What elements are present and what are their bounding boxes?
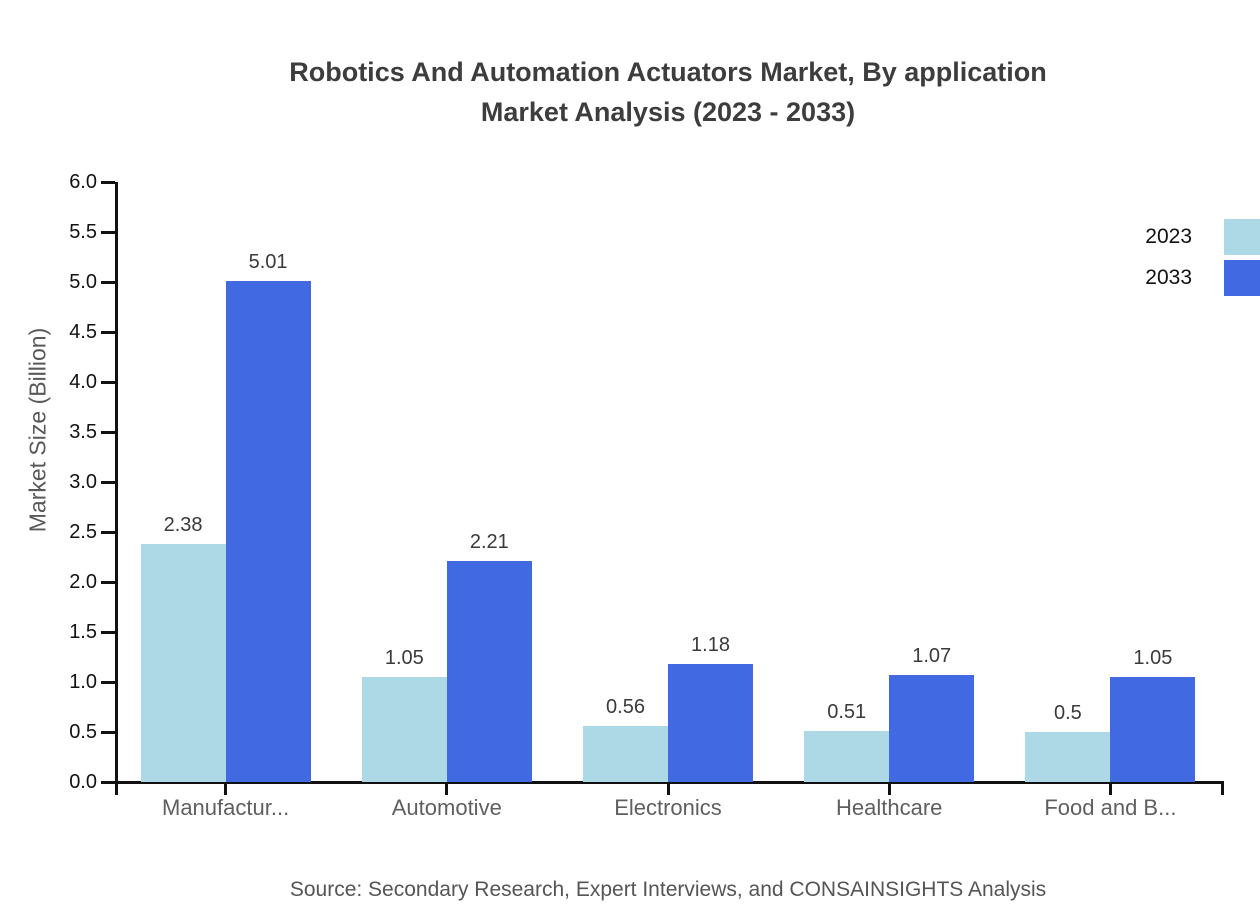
bar-value-label: 1.18 bbox=[691, 634, 730, 656]
source-note: Source: Secondary Research, Expert Inter… bbox=[289, 878, 1047, 901]
y-tick bbox=[101, 231, 115, 234]
y-tick bbox=[101, 281, 115, 284]
x-category-label: Food and B... bbox=[1044, 795, 1177, 820]
y-tick bbox=[101, 631, 115, 634]
x-category-label: Manufactur... bbox=[162, 795, 290, 820]
y-tick-label: 1.0 bbox=[69, 671, 97, 693]
bar-value-label: 5.01 bbox=[248, 251, 288, 273]
bar-2033 bbox=[889, 675, 975, 782]
y-tick bbox=[101, 481, 115, 484]
x-tick bbox=[224, 782, 228, 795]
bar-2033 bbox=[446, 561, 532, 782]
y-tick bbox=[101, 781, 115, 784]
x-category-label: Electronics bbox=[614, 795, 722, 820]
y-tick-label: 3.0 bbox=[69, 471, 97, 493]
bar-value-label: 0.56 bbox=[606, 696, 645, 718]
chart-title-line2: Market Analysis (2023 - 2033) bbox=[480, 97, 856, 127]
y-tick-label: 3.5 bbox=[69, 421, 97, 443]
x-axis-line bbox=[115, 781, 1224, 784]
y-tick-label: 2.0 bbox=[69, 571, 97, 593]
legend-swatch-2023-icon bbox=[1224, 219, 1260, 255]
x-category-label: Automotive bbox=[391, 795, 502, 820]
y-tick bbox=[101, 181, 115, 184]
y-tick bbox=[101, 531, 115, 534]
bar-2033 bbox=[225, 281, 311, 782]
y-tick-label: 2.5 bbox=[69, 521, 97, 543]
y-tick-label: 6.0 bbox=[69, 171, 97, 193]
bar-2033 bbox=[668, 664, 753, 782]
bar-value-label: 0.51 bbox=[827, 701, 867, 723]
x-tick bbox=[1108, 782, 1112, 795]
y-tick bbox=[101, 731, 115, 734]
legend-label-2023: 2023 bbox=[1145, 225, 1192, 248]
y-tick-label: 1.5 bbox=[69, 621, 97, 643]
y-tick-label: 5.0 bbox=[69, 271, 97, 293]
bar-2023 bbox=[361, 677, 447, 782]
bar-2023 bbox=[583, 726, 668, 782]
bar-2033 bbox=[1110, 677, 1196, 782]
chart-title-line1: Robotics And Automation Actuators Market… bbox=[289, 57, 1047, 87]
bar-value-label: 1.05 bbox=[384, 647, 424, 669]
y-tick-label: 4.0 bbox=[69, 371, 97, 393]
bar-value-label: 0.5 bbox=[1053, 702, 1082, 724]
x-tick bbox=[445, 782, 449, 795]
y-tick-label: 0.5 bbox=[69, 721, 97, 743]
y-tick-label: 4.5 bbox=[69, 321, 97, 343]
chart-title: Robotics And Automation Actuators Market… bbox=[115, 52, 1221, 132]
bar-value-label: 1.05 bbox=[1133, 647, 1173, 669]
bar-value-label: 2.38 bbox=[163, 514, 203, 536]
y-tick-label: 0.0 bbox=[69, 771, 97, 793]
legend-label-2033: 2033 bbox=[1145, 266, 1192, 289]
bar-2023 bbox=[1025, 732, 1111, 782]
y-tick bbox=[101, 331, 115, 334]
y-tick bbox=[101, 431, 115, 434]
y-tick bbox=[101, 381, 115, 384]
y-tick bbox=[101, 681, 115, 684]
bar-2023 bbox=[804, 731, 890, 782]
y-axis-line bbox=[115, 182, 118, 795]
y-tick bbox=[101, 581, 115, 584]
y-tick-label: 5.5 bbox=[69, 221, 97, 243]
x-tick bbox=[887, 782, 891, 795]
legend-swatch-2033-icon bbox=[1224, 260, 1260, 296]
x-category-label: Healthcare bbox=[835, 795, 943, 820]
bar-value-label: 1.07 bbox=[912, 645, 952, 667]
bar-value-label: 2.21 bbox=[469, 531, 509, 553]
x-tick bbox=[666, 782, 670, 795]
bar-2023 bbox=[140, 544, 226, 782]
x-axis-end-tick bbox=[1221, 782, 1224, 795]
